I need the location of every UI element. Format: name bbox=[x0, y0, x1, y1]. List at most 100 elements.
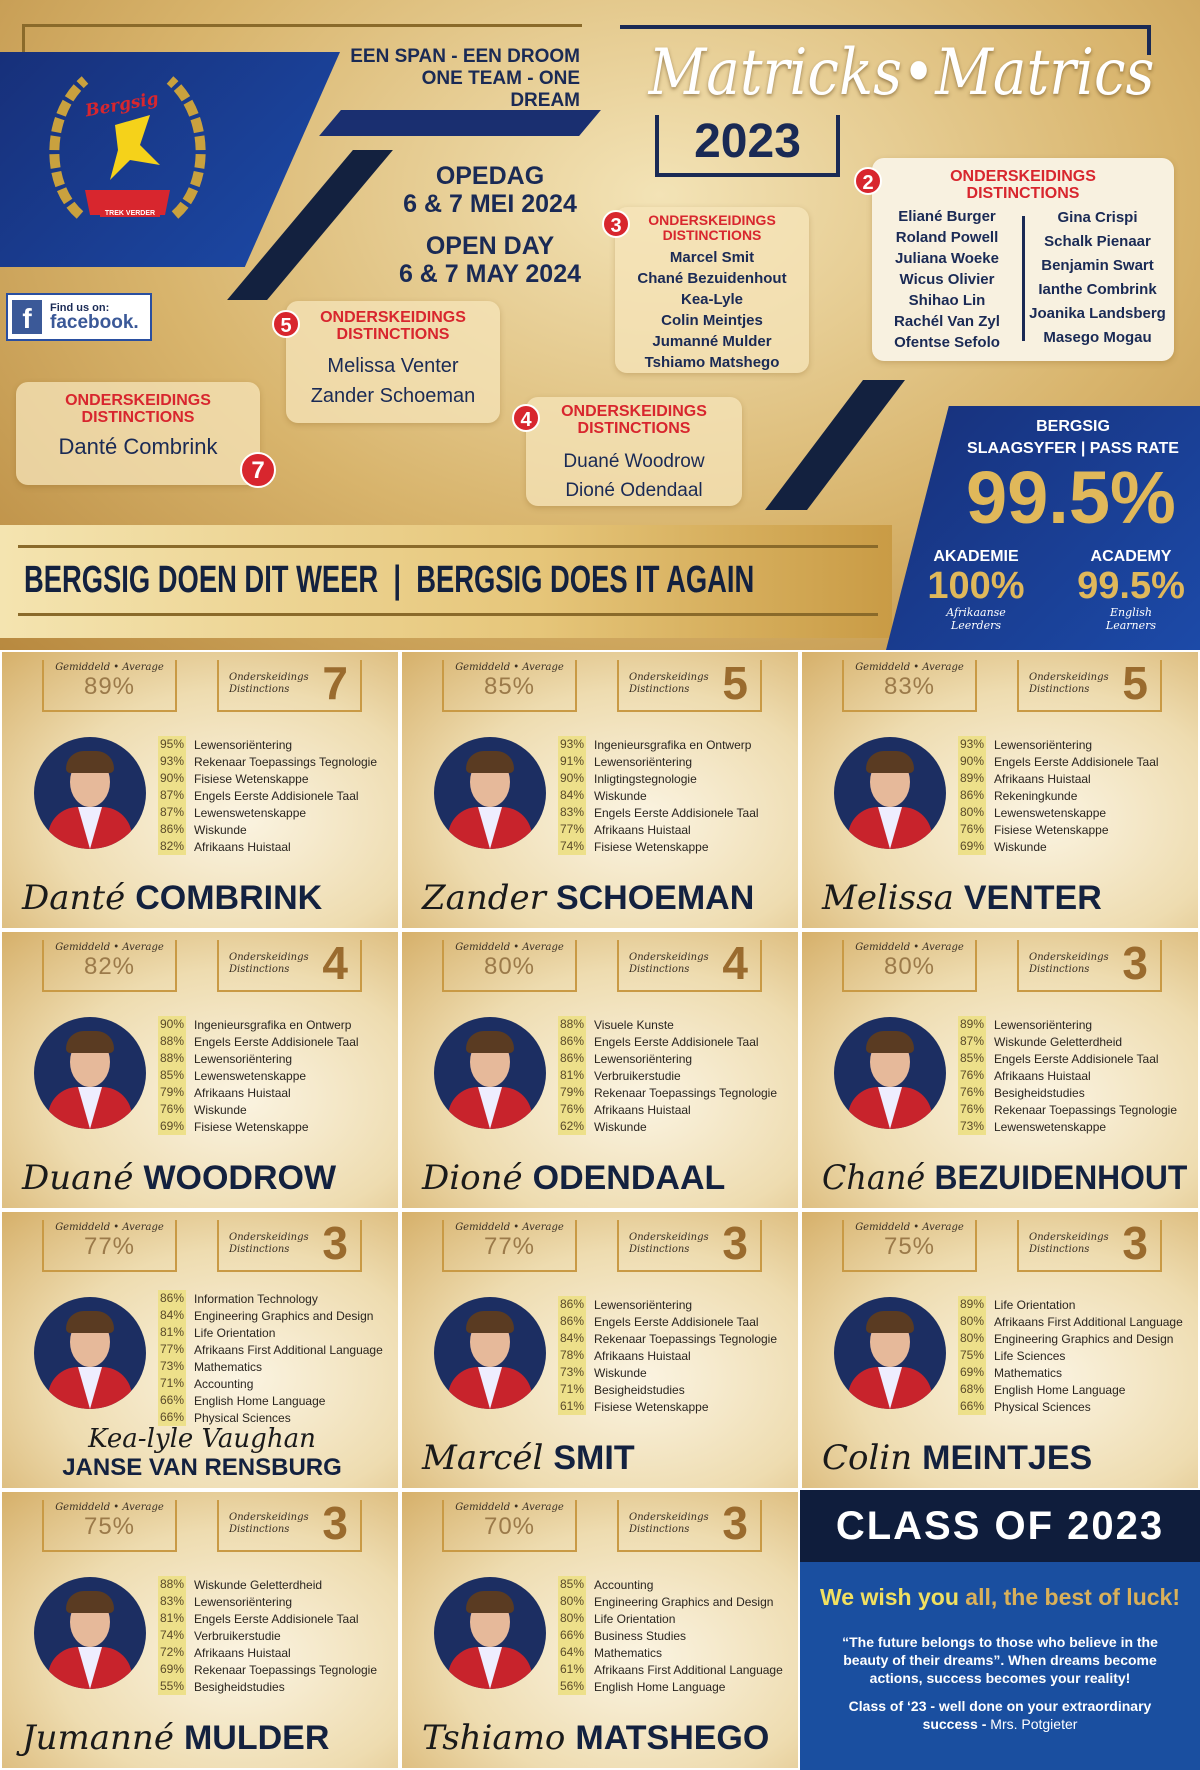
subject-name: Engels Eerste Addisionele Taal bbox=[594, 1314, 759, 1329]
pass-rate-panel: BERGSIG SLAAGSYFER | PASS RATE 99.5% AKA… bbox=[886, 406, 1200, 650]
student-name: Jumanné MULDER bbox=[22, 1718, 329, 1758]
average-value: 75% bbox=[883, 1233, 936, 1260]
distinction-name: Eliané Burger bbox=[898, 208, 996, 225]
wish-b: all, the best of luck! bbox=[965, 1584, 1180, 1610]
subject-row: 95% Lewensoriëntering bbox=[158, 736, 396, 753]
subject-percent: 86% bbox=[558, 1050, 586, 1067]
subject-row: 89% Life Orientation bbox=[958, 1296, 1196, 1313]
subject-list: 89% Lewensoriëntering 87% Wiskunde Geletter… bbox=[958, 1016, 1196, 1135]
banner: BERGSIG DOEN DIT WEER | BERGSIG DOES IT … bbox=[0, 525, 892, 638]
facebook-icon: f bbox=[12, 300, 42, 334]
group-heading-en: DISTINCTIONS bbox=[662, 227, 762, 243]
facebook-button[interactable]: f Find us on: facebook. bbox=[6, 293, 152, 341]
first-name: Tshiamo bbox=[422, 1718, 566, 1758]
subject-row: 73% Mathematics bbox=[158, 1358, 396, 1375]
distinctions-group-3: ONDERSKEIDINGS DISTINCTIONS Marcel Smit C… bbox=[615, 207, 809, 373]
subject-percent: 71% bbox=[558, 1381, 586, 1398]
subject-list: 89% Life Orientation 80% Afrikaans First Ad… bbox=[958, 1296, 1196, 1415]
student-photo bbox=[34, 1577, 146, 1689]
surname: COMBRINK bbox=[135, 879, 323, 917]
subject-name: English Home Language bbox=[594, 1679, 726, 1694]
subject-name: English Home Language bbox=[994, 1382, 1126, 1397]
subject-name: Fisiese Wetenskappe bbox=[594, 839, 709, 854]
subject-row: 82% Afrikaans Huistaal bbox=[158, 838, 396, 855]
distinctions-box: Onderskeidings Distinctions 3 bbox=[217, 1497, 362, 1552]
surname: MEINTJES bbox=[922, 1439, 1093, 1477]
distinctions-label: Onderskeidings Distinctions bbox=[629, 952, 709, 975]
student-card: Gemiddeld • Average 83% Onderskeidings Dis… bbox=[800, 650, 1200, 930]
distinctions-box: Onderskeidings Distinctions 5 bbox=[1017, 657, 1162, 712]
student-photo bbox=[834, 1017, 946, 1129]
subject-name: Lewensoriëntering bbox=[194, 1051, 293, 1066]
subject-percent: 76% bbox=[958, 1101, 986, 1118]
subject-name: Engels Eerste Addisionele Taal bbox=[994, 754, 1159, 769]
subject-name: Ingenieursgrafika en Ontwerp bbox=[594, 737, 752, 752]
distinctions-box: Onderskeidings Distinctions 3 bbox=[617, 1217, 762, 1272]
subject-row: 76% Besigheidstudies bbox=[958, 1084, 1196, 1101]
distinction-name: Benjamin Swart bbox=[1041, 257, 1154, 274]
student-name: Melissa VENTER bbox=[822, 878, 1102, 918]
subject-row: 71% Besigheidstudies bbox=[558, 1381, 796, 1398]
subject-name: Lewenswetenskappe bbox=[994, 805, 1107, 820]
academy-label: ACADEMY bbox=[1090, 548, 1172, 565]
subject-row: 80% Life Orientation bbox=[558, 1610, 796, 1627]
subject-name: Engels Eerste Addisionele Taal bbox=[594, 1034, 759, 1049]
subject-row: 93% Rekenaar Toepassings Tegnologie bbox=[158, 753, 396, 770]
distinctions-count: 4 bbox=[722, 937, 748, 989]
first-name: Danté bbox=[22, 878, 126, 918]
average-box: Gemiddeld • Average 83% bbox=[842, 660, 977, 712]
surname: ODENDAAL bbox=[532, 1159, 726, 1197]
subject-row: 79% Afrikaans Huistaal bbox=[158, 1084, 396, 1101]
subject-name: Rekenaar Toepassings Tegnologie bbox=[594, 1331, 778, 1346]
subject-name: Accounting bbox=[194, 1376, 254, 1391]
subject-percent: 86% bbox=[158, 1290, 186, 1307]
subject-name: Afrikaans Huistaal bbox=[994, 771, 1091, 786]
subject-row: 89% Afrikaans Huistaal bbox=[958, 770, 1196, 787]
distinctions-box: Onderskeidings Distinctions 7 bbox=[217, 657, 362, 712]
subject-row: 66% Business Studies bbox=[558, 1627, 796, 1644]
average-box: Gemiddeld • Average 77% bbox=[442, 1220, 577, 1272]
subject-name: Wiskunde bbox=[594, 1365, 647, 1380]
distinctions-label: Onderskeidings Distinctions bbox=[229, 1232, 309, 1255]
student-photo bbox=[434, 1577, 546, 1689]
average-value: 85% bbox=[483, 673, 536, 700]
group-heading-en: DISTINCTIONS bbox=[81, 409, 195, 426]
subject-list: 93% Ingenieursgrafika en Ontwerp 91% Lewens… bbox=[558, 736, 796, 855]
subject-row: 89% Lewensoriëntering bbox=[958, 1016, 1196, 1033]
subject-percent: 76% bbox=[958, 1084, 986, 1101]
subject-percent: 87% bbox=[958, 1033, 986, 1050]
average-box: Gemiddeld • Average 80% bbox=[842, 940, 977, 992]
wish-a: We wish you bbox=[820, 1584, 966, 1610]
subject-percent: 85% bbox=[158, 1067, 186, 1084]
student-cards: Gemiddeld • Average 89% Onderskeidings Dis… bbox=[0, 650, 1200, 1770]
subject-row: 80% Engineering Graphics and Design bbox=[558, 1593, 796, 1610]
distinctions-count: 3 bbox=[322, 1217, 348, 1269]
subject-percent: 80% bbox=[558, 1610, 586, 1627]
group-heading-en: DISTINCTIONS bbox=[336, 326, 450, 343]
subject-name: Afrikaans First Additional Language bbox=[594, 1662, 783, 1677]
subject-name: Life Orientation bbox=[994, 1297, 1076, 1312]
subject-name: Lewensoriëntering bbox=[594, 1297, 693, 1312]
average-label: Gemiddeld • Average bbox=[455, 662, 564, 673]
student-photo bbox=[434, 1297, 546, 1409]
frame-line bbox=[620, 25, 1150, 29]
subject-percent: 76% bbox=[158, 1101, 186, 1118]
subject-percent: 61% bbox=[558, 1661, 586, 1678]
subject-row: 56% English Home Language bbox=[558, 1678, 796, 1695]
subject-percent: 95% bbox=[158, 736, 186, 753]
distinction-name: Roland Powell bbox=[895, 229, 999, 246]
subject-percent: 87% bbox=[158, 787, 186, 804]
closing: Class of ‘23 - well done on your extraor… bbox=[800, 1697, 1200, 1733]
subject-name: Lewensoriëntering bbox=[194, 737, 293, 752]
subject-row: 73% Wiskunde bbox=[558, 1364, 796, 1381]
student-name: Chané BEZUIDENHOUT bbox=[822, 1158, 1187, 1198]
subject-list: 85% Accounting 80% Engineering Graphics and… bbox=[558, 1576, 796, 1695]
banner-text: BERGSIG DOEN DIT WEER | BERGSIG DOES IT … bbox=[24, 559, 755, 601]
subject-row: 86% Rekeningkunde bbox=[958, 787, 1196, 804]
subject-name: Lewenswetenskappe bbox=[194, 1068, 307, 1083]
subject-percent: 90% bbox=[958, 753, 986, 770]
subject-percent: 90% bbox=[558, 770, 586, 787]
slogan: EEN SPAN - EEN DROOM ONE TEAM - ONE DREA… bbox=[350, 46, 580, 112]
distinctions-box: Onderskeidings Distinctions 3 bbox=[1017, 1217, 1162, 1272]
subject-name: Rekenaar Toepassings Tegnologie bbox=[194, 1662, 378, 1677]
